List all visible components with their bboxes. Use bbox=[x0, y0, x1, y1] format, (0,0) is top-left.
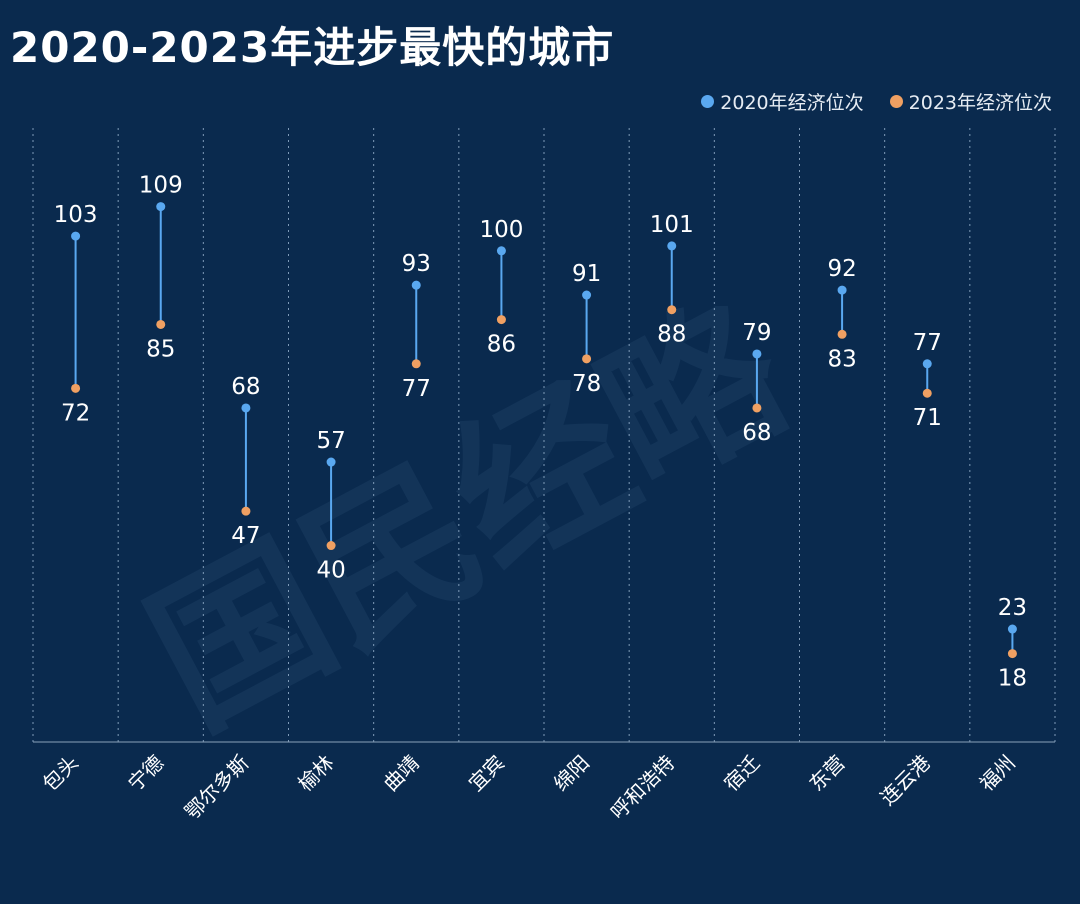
data-label-2020: 109 bbox=[139, 173, 183, 199]
data-label-2023: 71 bbox=[913, 405, 942, 431]
x-tick-label: 绵阳 bbox=[549, 751, 594, 796]
point-2023 bbox=[752, 403, 762, 413]
x-tick-label: 宿迁 bbox=[719, 751, 764, 796]
point-2023 bbox=[922, 388, 932, 398]
data-label-2020: 77 bbox=[913, 330, 942, 356]
x-tick-label: 宜宾 bbox=[464, 751, 509, 796]
point-2023 bbox=[667, 305, 677, 315]
point-2023 bbox=[582, 354, 592, 364]
data-label-2023: 77 bbox=[402, 376, 431, 402]
chart-title: 2020-2023年进步最快的城市 bbox=[10, 23, 615, 72]
point-2023 bbox=[1007, 649, 1017, 659]
legend: 2020年经济位次 2023年经济位次 bbox=[701, 88, 1052, 115]
data-label-2023: 68 bbox=[742, 420, 771, 446]
point-2020 bbox=[156, 202, 166, 212]
legend-label-2020: 2020年经济位次 bbox=[720, 92, 864, 114]
point-2020 bbox=[326, 457, 336, 467]
legend-marker-2023 bbox=[889, 95, 903, 108]
data-label-2020: 93 bbox=[402, 251, 431, 277]
legend-item-2020: 2020年经济位次 bbox=[701, 88, 864, 115]
data-label-2023: 86 bbox=[487, 332, 516, 358]
data-label-2020: 68 bbox=[231, 374, 260, 400]
legend-marker-2020 bbox=[701, 95, 715, 108]
data-label-2023: 72 bbox=[61, 400, 90, 426]
x-tick-label: 曲靖 bbox=[379, 751, 424, 796]
point-2020 bbox=[71, 231, 81, 241]
data-label-2020: 92 bbox=[827, 256, 856, 282]
point-2023 bbox=[496, 315, 506, 325]
point-2023 bbox=[326, 541, 336, 551]
point-2023 bbox=[71, 383, 81, 393]
data-label-2023: 40 bbox=[316, 558, 345, 584]
data-label-2020: 57 bbox=[316, 428, 345, 454]
point-2020 bbox=[241, 403, 251, 413]
point-2020 bbox=[752, 349, 762, 359]
x-tick-label: 榆林 bbox=[293, 751, 338, 796]
point-2023 bbox=[156, 319, 166, 329]
point-2020 bbox=[496, 246, 506, 256]
point-2020 bbox=[922, 359, 932, 369]
data-label-2023: 85 bbox=[146, 336, 175, 362]
x-tick-label: 连云港 bbox=[875, 751, 934, 810]
point-2020 bbox=[667, 241, 677, 251]
data-label-2020: 23 bbox=[998, 595, 1027, 621]
x-tick-label: 包头 bbox=[38, 751, 83, 796]
data-label-2020: 79 bbox=[742, 320, 771, 346]
data-label-2023: 18 bbox=[998, 666, 1027, 692]
point-2020 bbox=[582, 290, 592, 300]
point-2020 bbox=[1007, 624, 1017, 634]
data-label-2023: 47 bbox=[231, 523, 260, 549]
data-label-2020: 101 bbox=[650, 212, 694, 238]
data-label-2020: 103 bbox=[54, 202, 98, 228]
data-label-2023: 83 bbox=[827, 346, 856, 372]
point-2023 bbox=[241, 506, 251, 516]
point-2023 bbox=[837, 329, 847, 339]
data-label-2023: 78 bbox=[572, 371, 601, 397]
legend-item-2023: 2023年经济位次 bbox=[889, 88, 1052, 115]
data-label-2020: 91 bbox=[572, 261, 601, 287]
x-tick-label: 东营 bbox=[804, 751, 849, 796]
x-tick-label: 福州 bbox=[975, 751, 1020, 796]
point-2020 bbox=[837, 285, 847, 295]
point-2020 bbox=[411, 280, 421, 290]
data-label-2023: 88 bbox=[657, 322, 686, 348]
legend-label-2023: 2023年经济位次 bbox=[908, 92, 1052, 114]
point-2023 bbox=[411, 359, 421, 369]
x-tick-label: 呼和浩特 bbox=[606, 751, 680, 825]
x-tick-label: 宁德 bbox=[123, 751, 168, 796]
data-label-2020: 100 bbox=[479, 217, 523, 243]
x-tick-label: 鄂尔多斯 bbox=[180, 751, 254, 825]
